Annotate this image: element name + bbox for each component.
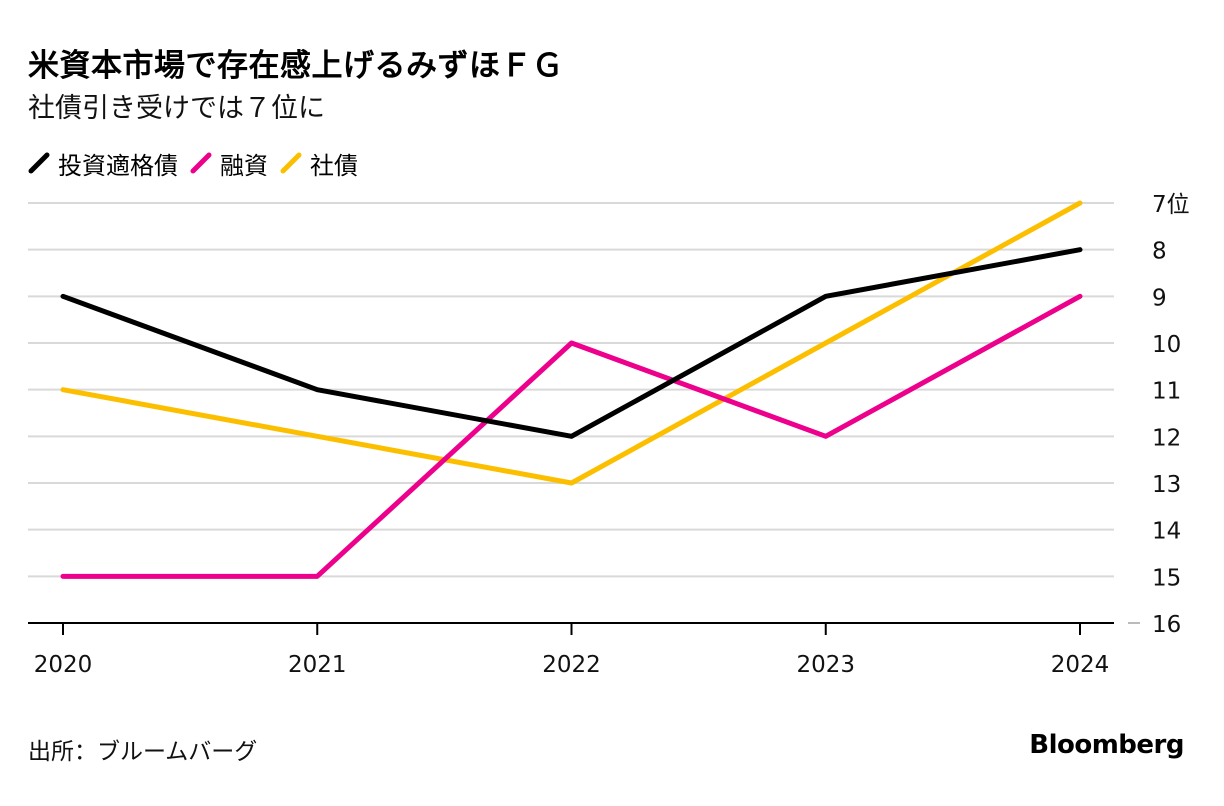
chart-subtitle: 社債引き受けでは７位に	[28, 93, 325, 124]
legend: 投資適格債 融資 社債	[28, 146, 370, 180]
legend-swatch-investment-grade	[28, 152, 50, 174]
chart-title: 米資本市場で存在感上げるみずほＦＧ	[28, 48, 564, 84]
y-tick-label: 14	[1152, 519, 1181, 545]
series-line-loans	[60, 293, 1083, 579]
y-tick-label: 13	[1152, 472, 1181, 498]
y-tick-label: 8	[1152, 239, 1167, 265]
x-tick-label: 2020	[34, 652, 93, 678]
legend-swatch-loans	[190, 152, 212, 174]
legend-label-investment-grade: 投資適格債	[58, 151, 178, 180]
y-tick-label: 11	[1152, 379, 1181, 405]
x-tick-label: 2023	[796, 652, 855, 678]
y-tick-label: 12	[1152, 425, 1181, 451]
legend-swatch-corporate-bonds	[280, 152, 302, 174]
legend-item-loans: 融資	[190, 146, 268, 181]
legend-item-investment-grade: 投資適格債	[28, 146, 178, 181]
y-tick-label: 15	[1152, 565, 1181, 591]
series-line-investment-grade	[60, 247, 1083, 439]
x-tick-label: 2022	[542, 652, 601, 678]
y-tick-label: 16	[1152, 612, 1181, 638]
y-tick-label: 9	[1152, 285, 1167, 311]
legend-label-corporate-bonds: 社債	[310, 151, 358, 180]
y-tick-label: 10	[1152, 332, 1181, 358]
x-tick-label: 2021	[288, 652, 347, 678]
source-note: 出所：ブルームバーグ	[28, 739, 258, 765]
series-line-corporate-bonds	[60, 200, 1083, 486]
y-tick-label: 7位	[1152, 192, 1190, 218]
bloomberg-logo: Bloomberg	[1029, 730, 1184, 760]
x-tick-label: 2024	[1051, 652, 1110, 678]
legend-item-corporate-bonds: 社債	[280, 146, 358, 181]
legend-label-loans: 融資	[220, 151, 268, 180]
